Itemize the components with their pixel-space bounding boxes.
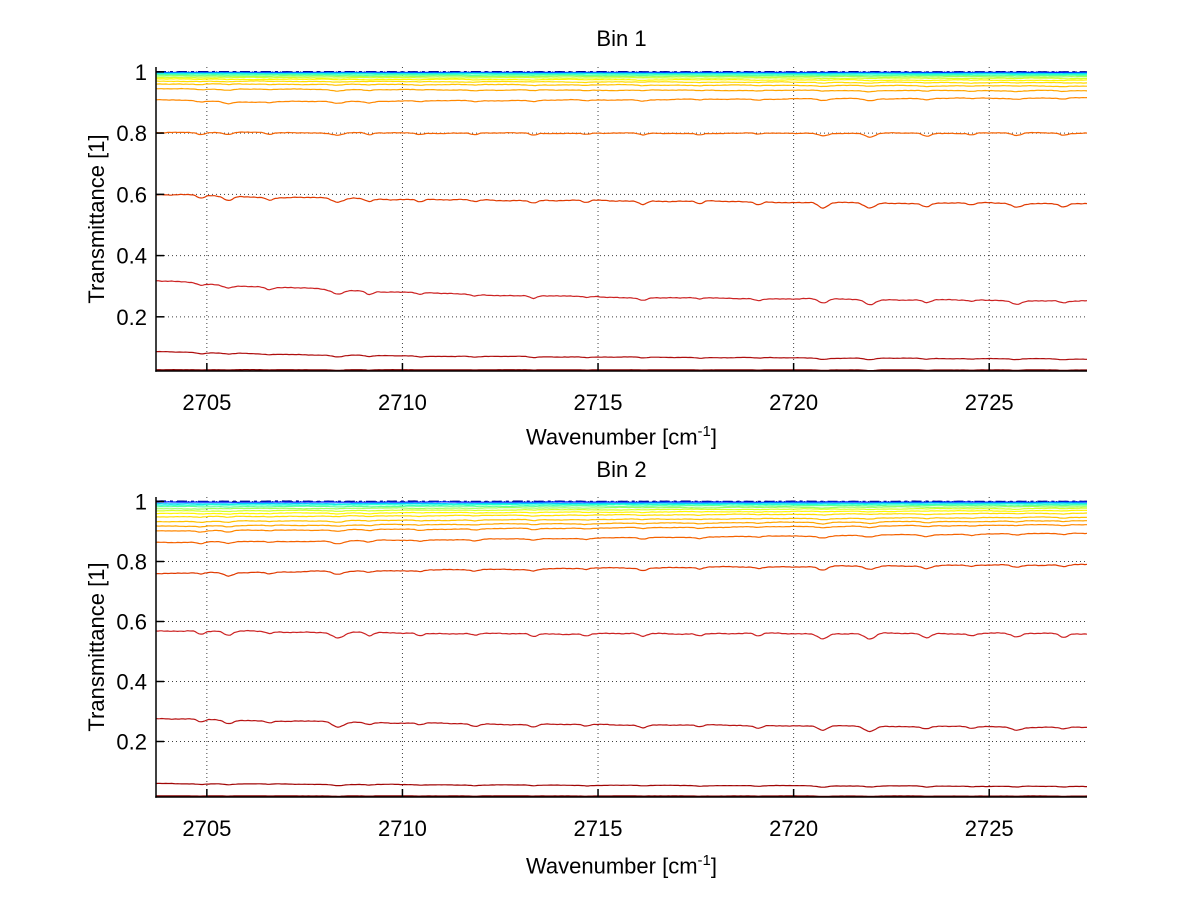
y-tick-label: 0.6 <box>116 182 147 207</box>
y-tick-label: 0.2 <box>116 305 147 330</box>
spectrum-15-line <box>156 281 1087 305</box>
y-tick-label: 1 <box>135 60 147 85</box>
y-tick-label: 0.8 <box>116 550 147 575</box>
y-tick-label: 0.2 <box>116 730 147 755</box>
xlabel-close: ] <box>711 424 717 449</box>
x-tick-label: 2715 <box>574 390 623 415</box>
y-tick-label: 0.4 <box>116 670 147 695</box>
plot2-yaxis-label: Transmittance [1] <box>83 497 111 797</box>
x-tick-label: 2720 <box>769 390 818 415</box>
y-tick-label: 0.6 <box>116 610 147 635</box>
spectrum-17-line <box>156 783 1087 787</box>
xlabel-text: Wavenumber [cm <box>526 853 698 878</box>
plot1-xaxis-label: Wavenumber [cm-1] <box>156 419 1087 450</box>
x-tick-label: 2710 <box>378 390 427 415</box>
subplot-2: 2705 2710 2715 2720 2725 0.2 0.4 0.6 0.8 1 <box>116 490 1087 842</box>
series-group <box>156 501 1087 796</box>
spectrum-09-line <box>156 81 1087 83</box>
series-group <box>156 72 1087 371</box>
plot2-title: Bin 2 <box>156 457 1087 483</box>
y-tick-label: 0.4 <box>116 244 147 269</box>
xlabel-superscript: -1 <box>698 852 711 869</box>
x-tick-label: 2715 <box>574 816 623 841</box>
x-tick-label: 2705 <box>182 816 231 841</box>
spectrum-16-line <box>156 719 1087 732</box>
spectrum-16-line <box>156 352 1087 360</box>
x-tick-label: 2720 <box>769 816 818 841</box>
spectrum-09-line <box>156 513 1087 517</box>
x-tick-label: 2725 <box>965 390 1014 415</box>
spectrum-14-line <box>156 564 1087 576</box>
spectrum-11-line <box>156 89 1087 92</box>
x-tick-label: 2710 <box>378 816 427 841</box>
spectrum-08-line <box>156 79 1087 81</box>
plot2-xaxis-label: Wavenumber [cm-1] <box>156 848 1087 879</box>
xlabel-superscript: -1 <box>698 423 711 440</box>
y-tick-label: 1 <box>135 490 147 515</box>
spectrum-02-line <box>156 502 1087 503</box>
xlabel-text: Wavenumber [cm <box>526 424 698 449</box>
spectrum-12-line <box>156 98 1087 104</box>
plot1-yaxis-label: Transmittance [1] <box>83 69 111 369</box>
spectrum-13-line <box>156 533 1087 544</box>
spectrum-15-line <box>156 631 1087 640</box>
x-tick-label: 2705 <box>182 390 231 415</box>
plot1-title: Bin 1 <box>156 26 1087 52</box>
spectrum-14-line <box>156 194 1087 208</box>
x-tick-label: 2725 <box>965 816 1014 841</box>
y-tick-label: 0.8 <box>116 121 147 146</box>
spectrum-10-line <box>156 84 1087 87</box>
xlabel-close: ] <box>711 853 717 878</box>
spectrum-13-line <box>156 132 1087 137</box>
subplot-1: 2705 2710 2715 2720 2725 0.2 0.4 0.6 0.8 1 <box>116 60 1087 415</box>
